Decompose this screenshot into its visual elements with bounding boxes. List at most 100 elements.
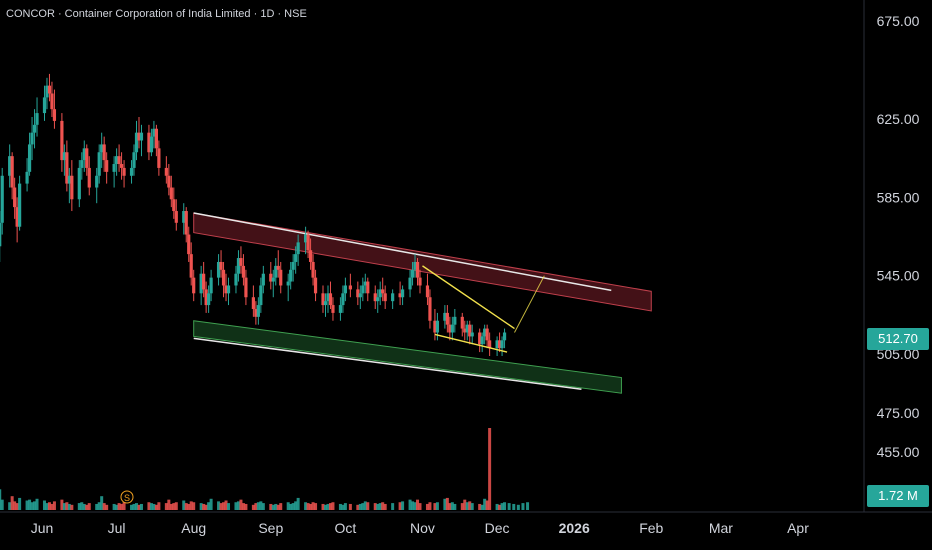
volume-bar — [60, 499, 64, 510]
candle-body — [219, 261, 223, 270]
volume-bar — [348, 503, 352, 510]
volume-bar — [331, 502, 335, 510]
candle-body — [460, 316, 464, 329]
volume-bar — [135, 503, 138, 510]
candle-body — [60, 120, 64, 161]
event-marker[interactable]: S — [120, 490, 134, 504]
event-marker-label[interactable]: S — [124, 493, 130, 503]
volume-bar — [274, 503, 278, 510]
volume-bar — [314, 503, 318, 510]
volume-bar — [401, 501, 405, 510]
volume-bar — [328, 503, 332, 510]
volume-bar — [97, 502, 101, 510]
candle-body — [102, 144, 106, 161]
candle-body — [47, 85, 52, 94]
candle-body — [216, 261, 221, 278]
volume-bar — [169, 503, 173, 510]
support-channel-band[interactable] — [193, 320, 622, 394]
volume-bar — [521, 503, 525, 510]
volume-bar — [184, 503, 188, 510]
volume-bar — [433, 503, 437, 510]
candle-body — [289, 269, 293, 282]
candle-body — [115, 156, 119, 165]
candle-body — [343, 285, 347, 294]
candle-body — [137, 132, 141, 141]
volume-bar — [443, 498, 447, 510]
volume-bar — [132, 503, 136, 510]
candle-body — [209, 277, 213, 294]
candle-body — [361, 285, 365, 294]
candle-body — [415, 261, 420, 278]
candle-body — [378, 289, 382, 298]
time-axis[interactable]: Jun Jul Aug Sep Oct Nov Dec 2026 Feb Mar Apr — [31, 520, 810, 536]
time-tick-label: Nov — [410, 520, 435, 536]
candle-body — [488, 340, 492, 349]
volume-bar — [15, 503, 19, 510]
falling-wedge-lower-line[interactable] — [434, 333, 508, 353]
candle-body — [296, 242, 300, 255]
volume-bar — [381, 502, 385, 510]
volume-bar — [87, 503, 91, 510]
candle-body — [445, 312, 449, 325]
event-marker-circle[interactable] — [120, 490, 134, 504]
candle-body — [271, 277, 275, 282]
candle-body — [478, 332, 482, 345]
volume-bar — [174, 502, 178, 510]
candle-body — [480, 336, 484, 345]
last-price-tag: 512.70 — [867, 327, 929, 350]
volume-bar — [483, 498, 487, 510]
volume-bar — [291, 503, 295, 510]
projection-line[interactable] — [514, 275, 545, 333]
candle-body — [376, 297, 380, 302]
volume-bar — [276, 504, 280, 510]
candle-body — [85, 148, 89, 168]
volume-bar — [373, 503, 377, 510]
candle-body — [80, 160, 84, 168]
falling-wedge-upper-line[interactable] — [422, 265, 515, 330]
candle-body — [348, 285, 352, 290]
candle-body — [35, 113, 39, 125]
volume-bar — [42, 500, 46, 510]
support-channel-line[interactable] — [193, 337, 582, 390]
volume-bar — [224, 500, 228, 510]
volume-bar — [67, 503, 71, 510]
volume-bar — [217, 501, 221, 510]
candle-body — [450, 324, 454, 333]
volume-bar — [453, 503, 457, 510]
candle-body — [308, 250, 313, 262]
candle-body — [448, 324, 452, 333]
candle-body — [67, 175, 71, 184]
candle-body — [204, 289, 208, 306]
time-tick-label: Oct — [335, 520, 357, 536]
volume-bar — [137, 504, 141, 510]
candle-body — [497, 340, 502, 349]
candle-body — [408, 277, 412, 290]
candle-body — [182, 211, 186, 223]
resistance-channel-line[interactable] — [193, 212, 612, 292]
candle-body — [341, 293, 345, 306]
candle-body — [239, 258, 243, 266]
price-axis[interactable]: 675.00 625.00 585.00 545.00 505.00 475.00 455.… — [877, 13, 920, 460]
volume-bar — [376, 503, 380, 510]
volume-bar — [526, 502, 530, 510]
candle-body — [122, 167, 126, 176]
volume-bar — [286, 502, 290, 510]
candlesticks — [0, 73, 507, 357]
volume-bar — [254, 503, 258, 510]
price-tick-label: 545.00 — [877, 268, 920, 284]
volume-bar — [465, 502, 469, 510]
volume-bar — [498, 504, 502, 510]
time-tick-label: Feb — [639, 520, 663, 536]
volume-bar — [117, 503, 121, 510]
time-tick-label: Sep — [258, 520, 283, 536]
volume-bar — [28, 499, 32, 510]
candle-body — [435, 320, 440, 333]
volume-bar — [448, 503, 452, 510]
candle-body — [65, 152, 69, 184]
candle-body — [259, 285, 263, 306]
candle-body — [119, 164, 124, 168]
candle-body — [134, 132, 139, 153]
volume-bar — [100, 496, 104, 510]
volume-bar — [416, 499, 420, 510]
